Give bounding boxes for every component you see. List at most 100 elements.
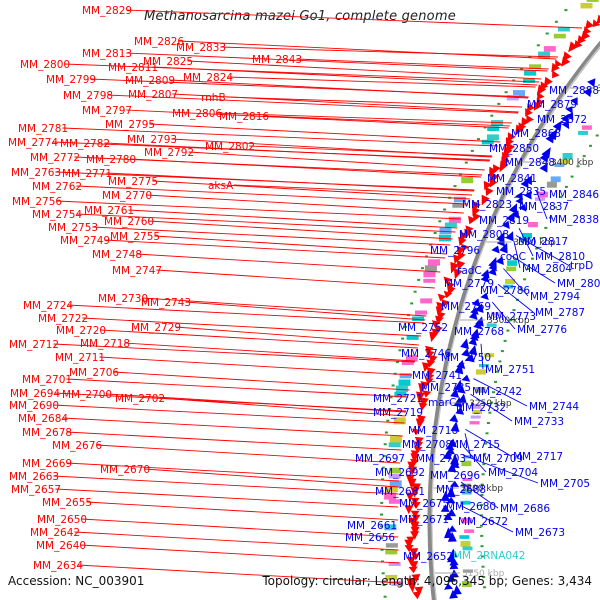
left-gene-label[interactable]: MM_2748: [92, 249, 142, 261]
right-gene-label[interactable]: MM_2705: [540, 478, 590, 490]
right-gene-label[interactable]: MM_2721: [373, 393, 423, 405]
left-gene-label[interactable]: MM_2772: [30, 152, 80, 164]
right-gene-label[interactable]: MM_2817: [518, 236, 568, 248]
left-gene-label[interactable]: MM_2720: [56, 325, 106, 337]
left-gene-label[interactable]: MM_2809: [125, 75, 175, 87]
right-gene-label[interactable]: MM_2652: [403, 551, 453, 563]
right-gene-label[interactable]: MM_2848: [505, 157, 555, 169]
right-gene-label[interactable]: MM_2750: [441, 352, 491, 364]
left-gene-label[interactable]: MM_2792: [144, 147, 194, 159]
left-gene-label[interactable]: MM_2706: [69, 367, 119, 379]
right-gene-label[interactable]: radC: [457, 265, 482, 277]
left-gene-label[interactable]: MM_2760: [104, 216, 154, 228]
left-gene-label[interactable]: MM_2829: [82, 5, 132, 17]
right-gene-label[interactable]: MM_2744: [529, 401, 579, 413]
left-gene-label[interactable]: MM_2826: [134, 36, 184, 48]
left-gene-label[interactable]: MM_2700: [62, 389, 112, 401]
right-gene-label[interactable]: MM_2786: [480, 285, 530, 297]
right-gene-label[interactable]: MM_2672: [458, 516, 508, 528]
left-gene-label[interactable]: MM_2763: [11, 167, 61, 179]
right-gene-label[interactable]: MM_2779: [444, 278, 494, 290]
right-gene-label[interactable]: MM_2819: [479, 215, 529, 227]
left-gene-label[interactable]: MM_2843: [252, 54, 302, 66]
right-gene-label[interactable]: MM_2838: [549, 214, 599, 226]
right-gene-label[interactable]: MM_2696: [430, 470, 480, 482]
left-gene-label[interactable]: MM_2663: [9, 471, 59, 483]
left-gene-label[interactable]: MM_2798: [63, 90, 113, 102]
right-gene-label[interactable]: MM_2888: [549, 85, 599, 97]
right-gene-label[interactable]: MM_2697: [355, 453, 405, 465]
left-gene-label[interactable]: MM_2800: [20, 59, 70, 71]
left-gene-label[interactable]: MM_2782: [60, 138, 110, 150]
right-gene-label[interactable]: trpD: [570, 260, 593, 272]
right-gene-label[interactable]: MM_2796: [430, 245, 480, 257]
right-gene-label[interactable]: MM_2804: [522, 263, 572, 275]
left-gene-label[interactable]: MM_2795: [105, 119, 155, 131]
left-gene-label[interactable]: MM_2774: [8, 137, 58, 149]
right-gene-label[interactable]: MM_2735: [421, 382, 471, 394]
left-gene-label[interactable]: MM_2762: [32, 181, 82, 193]
right-gene-label[interactable]: MM_2768: [454, 326, 504, 338]
left-gene-label[interactable]: MM_2694: [10, 388, 60, 400]
right-gene-label[interactable]: MM_2732: [456, 402, 506, 414]
right-gene-label[interactable]: MM_2823: [462, 199, 512, 211]
left-gene-label[interactable]: rnhB: [201, 92, 226, 104]
right-gene-label[interactable]: MM_2688: [436, 484, 486, 496]
left-gene-label[interactable]: MM_2811: [108, 62, 158, 74]
right-gene-label[interactable]: MM_2704: [488, 467, 538, 479]
left-gene-label[interactable]: MM_2684: [18, 413, 68, 425]
right-gene-label[interactable]: MM_2671: [399, 514, 449, 526]
right-gene-label[interactable]: MM_2850: [489, 143, 539, 155]
right-gene-label[interactable]: MM_2776: [517, 324, 567, 336]
left-gene-label[interactable]: MM_2701: [22, 374, 72, 386]
left-gene-label[interactable]: MM_2657: [11, 484, 61, 496]
right-gene-label[interactable]: MM_2752: [398, 322, 448, 334]
left-gene-label[interactable]: MM_2729: [131, 322, 181, 334]
left-gene-label[interactable]: MM_2718: [80, 338, 130, 350]
right-gene-label[interactable]: MM_2708: [402, 439, 452, 451]
left-gene-label[interactable]: MM_2702: [115, 393, 165, 405]
left-gene-label[interactable]: MM_2655: [42, 497, 92, 509]
right-gene-label[interactable]: MM_2805: [557, 278, 600, 290]
right-gene-label[interactable]: MM_2681: [375, 486, 425, 498]
right-gene-label[interactable]: MM_2835: [496, 186, 546, 198]
right-gene-label[interactable]: MM_2680: [446, 501, 496, 513]
left-gene-label[interactable]: MM_2825: [143, 56, 193, 68]
right-gene-label[interactable]: MM_2719: [373, 407, 423, 419]
right-gene-label[interactable]: MM_2746: [401, 348, 451, 360]
right-gene-label[interactable]: marC: [428, 397, 456, 409]
left-gene-label[interactable]: MM_2761: [84, 205, 134, 217]
left-gene-label[interactable]: aksA: [208, 180, 234, 192]
left-gene-label[interactable]: MM_2676: [52, 440, 102, 452]
right-gene-label[interactable]: MM_2879: [527, 99, 577, 111]
right-gene-label[interactable]: MM_2810: [535, 251, 585, 263]
left-gene-label[interactable]: MM_2781: [18, 123, 68, 135]
right-gene-label[interactable]: MM_2673: [515, 527, 565, 539]
right-gene-label[interactable]: MM_2837: [519, 201, 569, 213]
left-gene-label[interactable]: MM_2806: [172, 108, 222, 120]
right-gene-label[interactable]: MM_2RNA042: [453, 550, 525, 562]
left-gene-label[interactable]: MM_2749: [60, 235, 110, 247]
left-gene-label[interactable]: MM_2807: [128, 89, 178, 101]
left-gene-label[interactable]: MM_2678: [22, 427, 72, 439]
left-gene-label[interactable]: MM_2813: [82, 48, 132, 60]
left-gene-label[interactable]: MM_2802: [205, 141, 255, 153]
right-gene-label[interactable]: MM_2751: [485, 364, 535, 376]
left-gene-label[interactable]: MM_2816: [219, 111, 269, 123]
right-gene-label[interactable]: MM_2808: [459, 229, 509, 241]
right-gene-label[interactable]: MM_2686: [500, 503, 550, 515]
right-gene-label[interactable]: MM_2661: [347, 520, 397, 532]
left-gene-label[interactable]: MM_2793: [127, 134, 177, 146]
left-gene-label[interactable]: MM_2775: [108, 176, 158, 188]
left-gene-label[interactable]: MM_2690: [9, 400, 59, 412]
right-gene-label[interactable]: MM_2773: [486, 311, 536, 323]
left-gene-label[interactable]: MM_2650: [37, 514, 87, 526]
left-gene-label[interactable]: MM_2754: [32, 209, 82, 221]
left-gene-label[interactable]: MM_2753: [48, 222, 98, 234]
right-gene-label[interactable]: MM_2717: [513, 451, 563, 463]
left-gene-label[interactable]: MM_2771: [62, 168, 112, 180]
right-gene-label[interactable]: MM_2841: [487, 173, 537, 185]
right-gene-label[interactable]: MM_2872: [537, 114, 587, 126]
right-gene-label[interactable]: MM_2787: [535, 307, 585, 319]
left-gene-label[interactable]: MM_2670: [100, 464, 150, 476]
